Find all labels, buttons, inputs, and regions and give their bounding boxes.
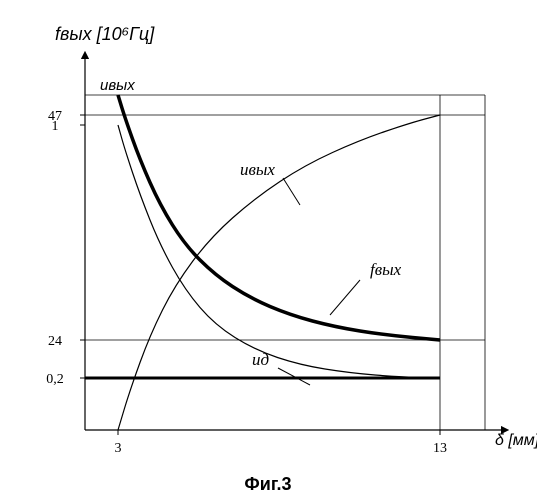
leader-ивых (283, 178, 300, 205)
y-axis-title: fвых [10⁶Гц] (55, 24, 155, 44)
y-tick-label: 0,2 (46, 372, 64, 387)
x-tick-label: 3 (115, 441, 122, 456)
leaders (278, 178, 360, 385)
x-axis-title: δ [мм] (495, 432, 537, 449)
y-ticks: 472410,2 (46, 109, 85, 387)
gridlines (85, 95, 485, 430)
chart-container: { "figure": { "caption": "Фиг.3", "capti… (0, 0, 537, 500)
leader-fвых (330, 280, 360, 315)
curve-label-fвых: fвых (370, 260, 402, 279)
y-tick-label: 24 (48, 334, 62, 349)
y-axis-secondary-title: ивых (100, 77, 135, 94)
curve-label-ид: ид (252, 350, 270, 369)
x-tick-label: 13 (433, 441, 447, 456)
y-tick-label: 1 (52, 119, 59, 134)
figure-caption: Фиг.3 (244, 474, 291, 494)
curve-labels: fвых ивых ид (240, 160, 402, 369)
curve-label-ивых: ивых (240, 160, 275, 179)
x-ticks: 3 13 (115, 430, 448, 456)
chart-svg: fвых [10⁶Гц] ивых δ [мм] 472410,2 313 fв… (0, 0, 537, 500)
